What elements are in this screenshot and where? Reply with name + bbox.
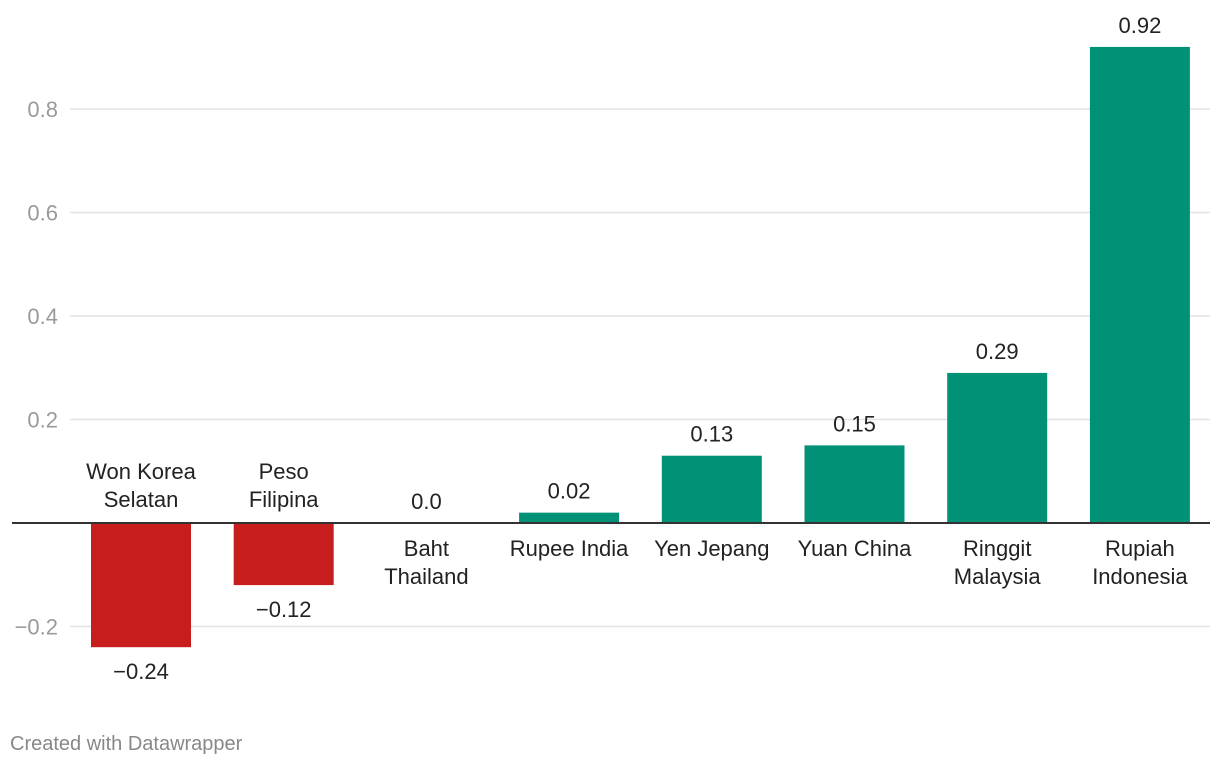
bar — [233, 523, 334, 586]
category-label: Ringgit — [963, 536, 1031, 561]
category-label: Selatan — [104, 487, 179, 512]
category-label: Baht — [404, 536, 449, 561]
category-label: Yuan China — [798, 536, 913, 561]
y-tick-label: 0.8 — [27, 97, 58, 122]
y-tick-label: 0.6 — [27, 201, 58, 226]
value-label: 0.29 — [976, 339, 1019, 364]
category-label: Rupee India — [510, 536, 629, 561]
value-label: 0.13 — [690, 422, 733, 447]
bar — [804, 445, 905, 523]
bar — [1089, 46, 1190, 524]
chart-credit: Created with Datawrapper — [10, 733, 243, 755]
value-label: 0.92 — [1118, 13, 1161, 38]
category-label: Malaysia — [954, 564, 1042, 589]
y-tick-label: 0.4 — [27, 304, 58, 329]
value-label: 0.02 — [548, 479, 591, 504]
category-label: Won Korea — [86, 459, 196, 484]
y-tick-label: −0.2 — [15, 615, 58, 640]
value-label: −0.12 — [256, 597, 312, 622]
labels: −0.24 Won Korea Selatan −0.12 Peso Filipina 0.… — [86, 13, 1188, 684]
category-label: Filipina — [249, 487, 319, 512]
bar — [519, 512, 620, 523]
value-label: 0.0 — [411, 489, 442, 514]
bar — [661, 455, 762, 523]
value-label: 0.15 — [833, 411, 876, 436]
value-label: −0.24 — [113, 659, 169, 684]
category-label: Peso — [259, 459, 309, 484]
y-tick-label: 0.2 — [27, 408, 58, 433]
category-label: Indonesia — [1092, 564, 1188, 589]
category-label: Yen Jepang — [654, 536, 769, 561]
category-label: Rupiah — [1105, 536, 1175, 561]
bar — [91, 523, 191, 648]
bar — [947, 372, 1048, 523]
category-label: Thailand — [384, 564, 468, 589]
bars — [12, 46, 1210, 648]
